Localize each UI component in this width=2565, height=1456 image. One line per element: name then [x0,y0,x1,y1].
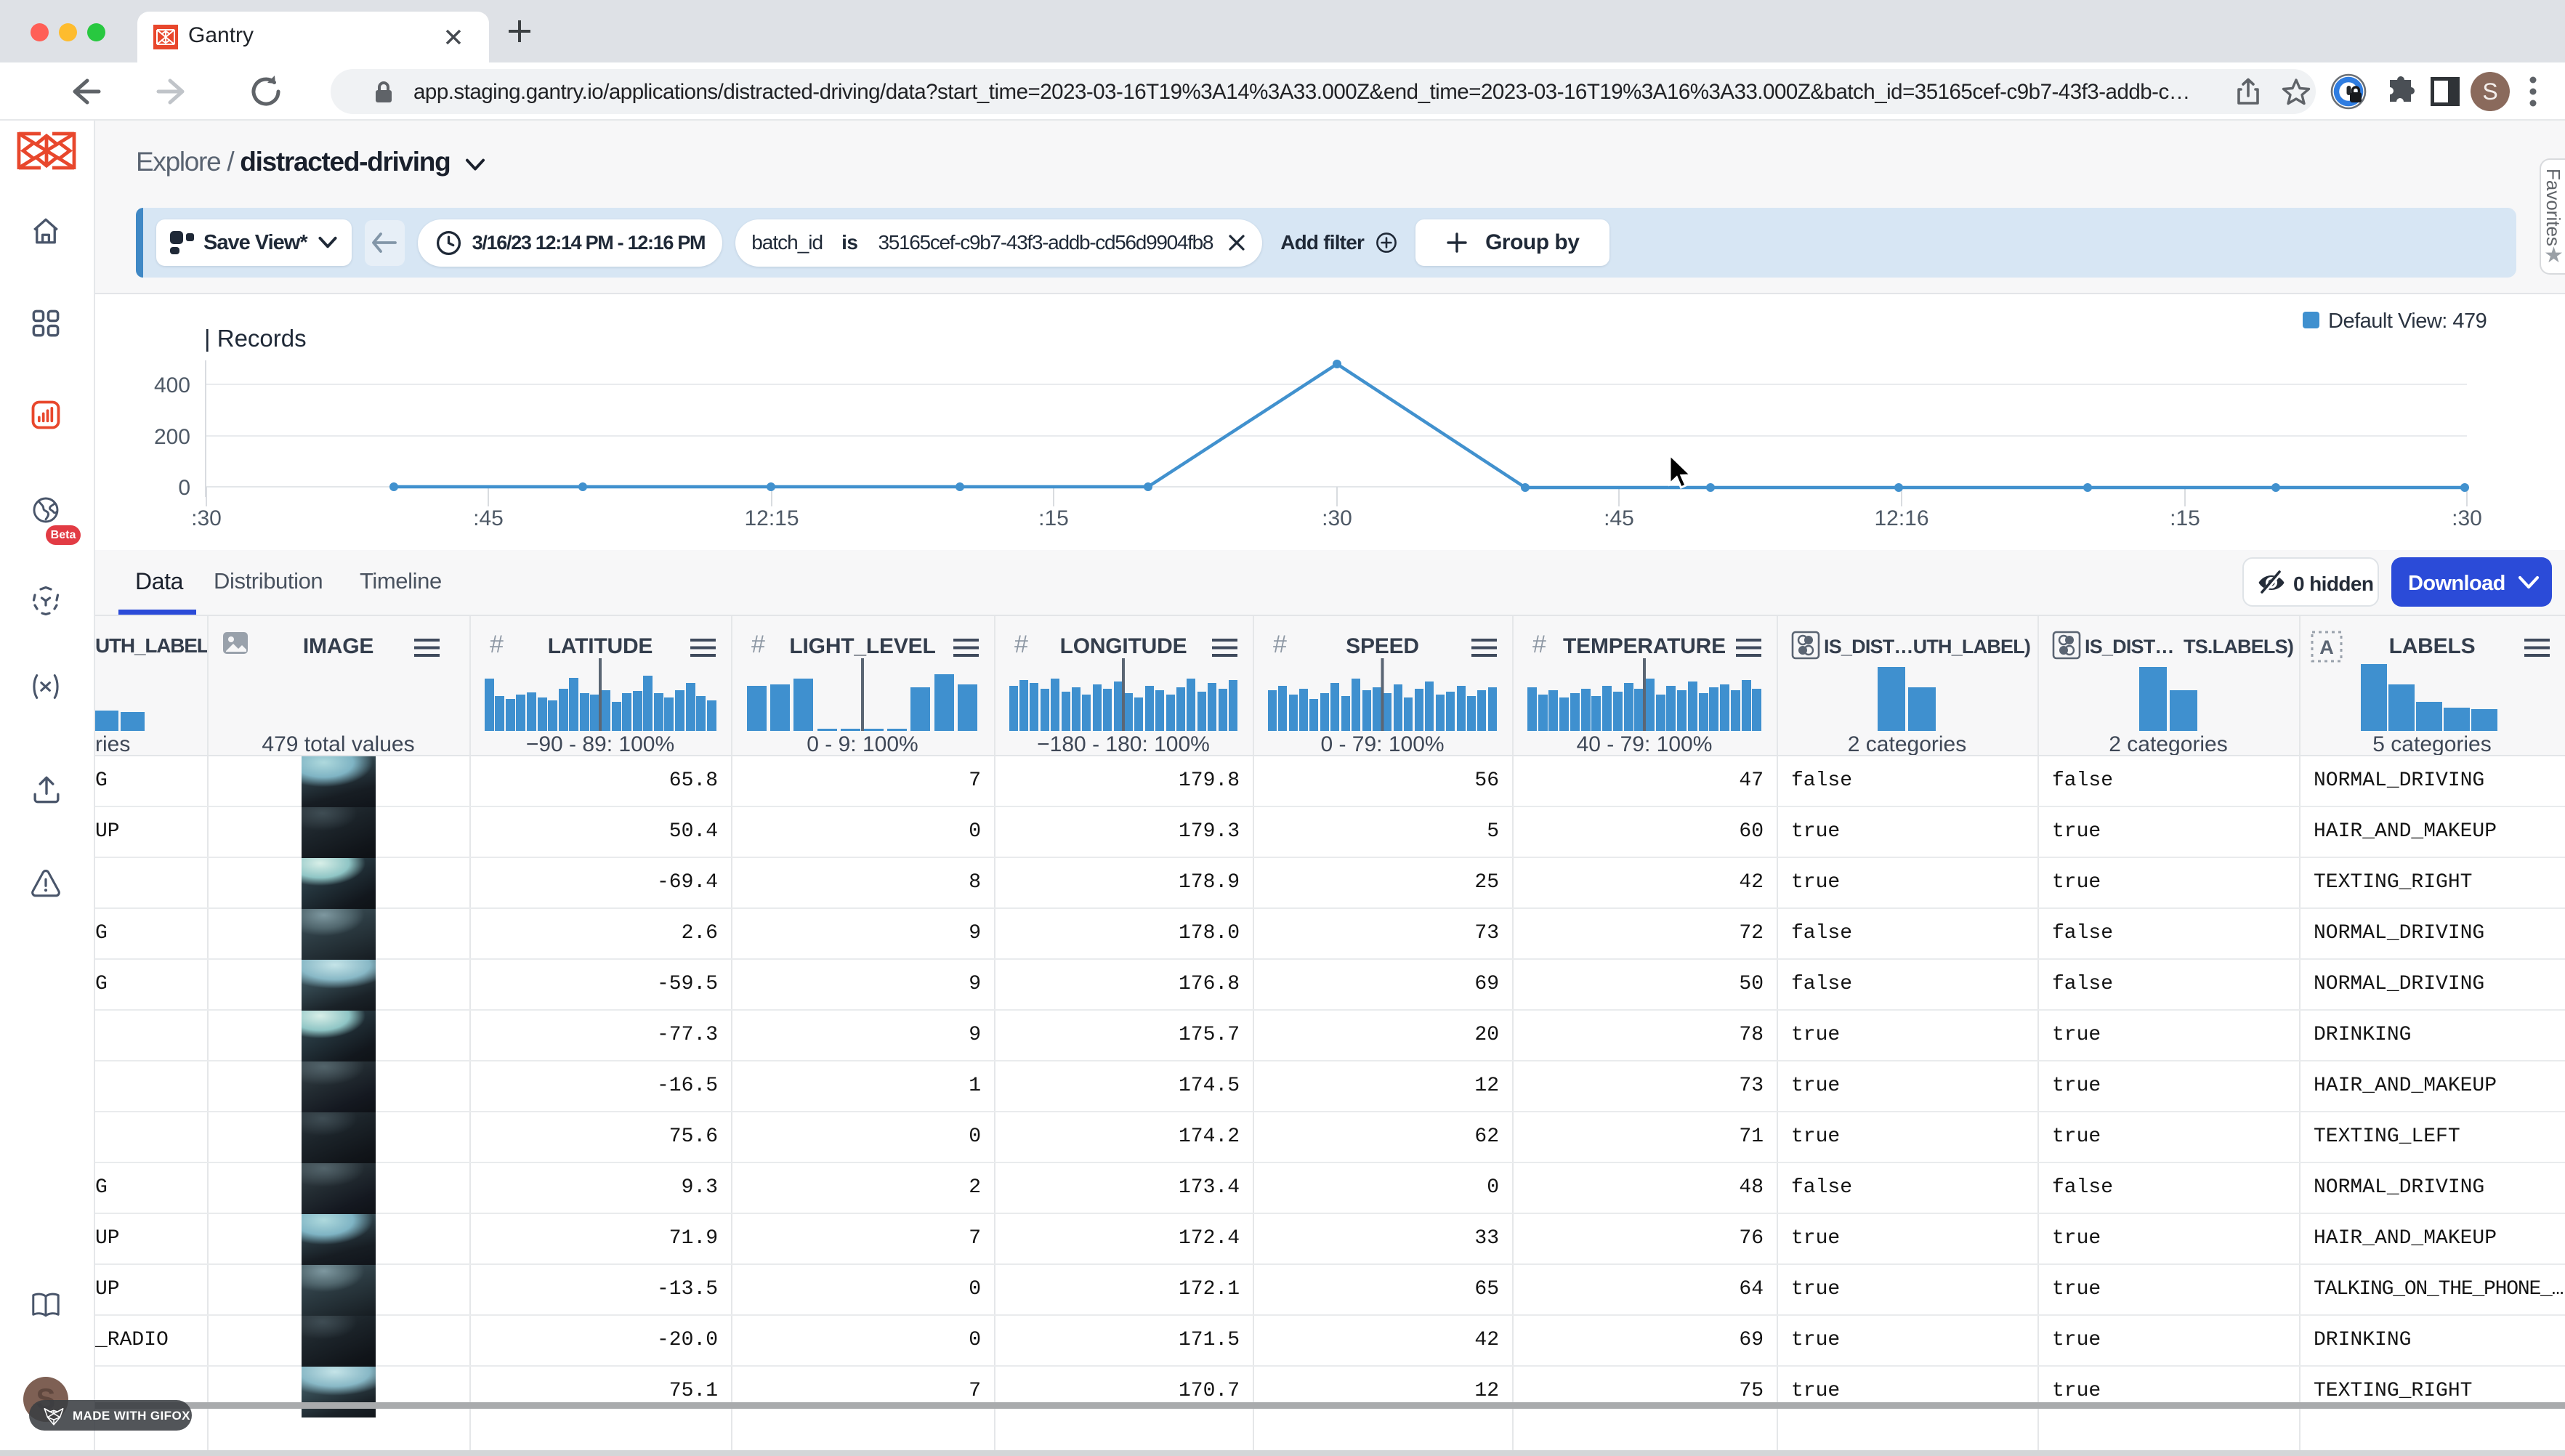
svg-text:0: 0 [178,476,190,500]
svg-text:12:16: 12:16 [1874,506,1928,530]
svg-text::15: :15 [2170,506,2200,530]
svg-text:400: 400 [154,373,190,397]
svg-text:| Records: | Records [204,325,307,352]
svg-text:12:15: 12:15 [744,506,799,530]
svg-text::30: :30 [191,506,222,530]
svg-text::45: :45 [473,506,504,530]
svg-text::45: :45 [1604,506,1634,530]
svg-text::30: :30 [2452,506,2482,530]
svg-text::30: :30 [1322,506,1352,530]
svg-text:Default View: 479: Default View: 479 [2328,310,2487,333]
svg-text:A: A [2319,636,2334,658]
svg-text:200: 200 [154,425,190,449]
svg-text::15: :15 [1038,506,1069,530]
